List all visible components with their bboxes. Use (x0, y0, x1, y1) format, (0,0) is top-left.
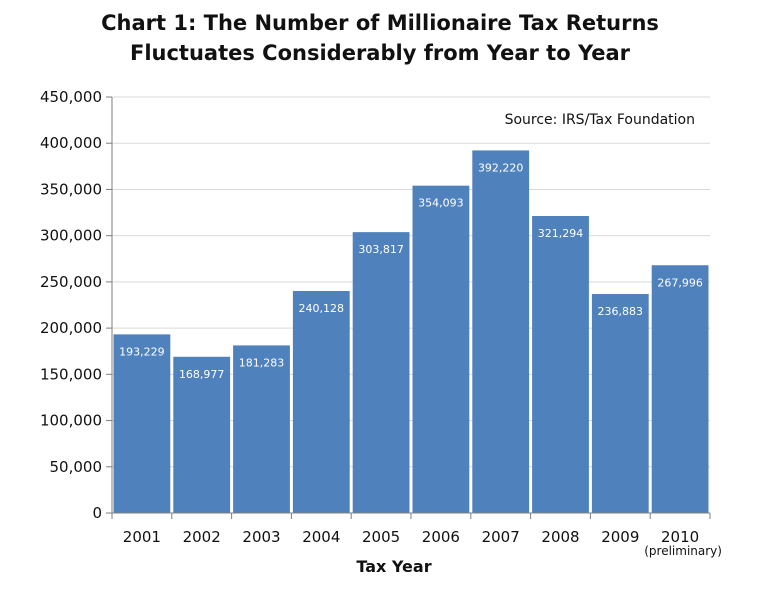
y-tick-label: 200,000 (40, 319, 102, 337)
bar-2004 (292, 291, 350, 513)
data-label-2008: 321,294 (538, 227, 584, 240)
x-tick-label-2003: 2003 (242, 528, 280, 546)
axes: 0 50,000 100,000 150,000 200,000 250,000 300,0… (40, 88, 722, 558)
data-label-2002: 168,977 (179, 368, 225, 381)
y-tick-label: 350,000 (40, 180, 102, 198)
x-tick-label-2010: 2010 (661, 528, 699, 546)
x-tick-label-2006: 2006 (422, 528, 460, 546)
x-tick-label-2005: 2005 (362, 528, 400, 546)
x-tick-note-2010: (preliminary) (644, 544, 722, 558)
data-label-2010: 267,996 (657, 276, 703, 289)
bar-2007 (472, 150, 530, 513)
chart-title: Chart 1: The Number of Millionaire Tax R… (0, 8, 760, 68)
data-label-2009: 236,883 (598, 305, 644, 318)
y-tick-label: 300,000 (40, 227, 102, 245)
bar-2009 (591, 294, 649, 513)
bar-2003 (233, 345, 290, 513)
bar-2008 (532, 215, 589, 513)
bar-2010 (651, 265, 709, 513)
bar-2001 (113, 334, 171, 513)
y-tick-label: 450,000 (40, 88, 102, 106)
x-tick-label-2008: 2008 (541, 528, 579, 546)
chart-title-line-2: Fluctuates Considerably from Year to Yea… (129, 41, 630, 65)
data-label-2007: 392,220 (478, 161, 524, 174)
y-tick-label: 0 (92, 504, 102, 522)
data-label-2006: 354,093 (418, 197, 464, 210)
x-tick-label-2009: 2009 (601, 528, 639, 546)
y-tick-label: 400,000 (40, 134, 102, 152)
chart-title-line-1: Chart 1: The Number of Millionaire Tax R… (101, 11, 659, 35)
y-tick-label: 100,000 (40, 412, 102, 430)
x-axis-title: Tax Year (356, 557, 431, 576)
data-label-2004: 240,128 (299, 302, 345, 315)
bar-2002 (173, 356, 231, 513)
bar-2006 (412, 185, 470, 513)
x-tick-label-2001: 2001 (123, 528, 161, 546)
data-label-2005: 303,817 (358, 243, 404, 256)
data-label-2003: 181,283 (239, 356, 285, 369)
bars: 193,229 168,977 181,283 240,128 303,817 354,0… (113, 150, 709, 513)
x-tick-label-2004: 2004 (302, 528, 340, 546)
data-label-2001: 193,229 (119, 345, 165, 358)
source-note: Source: IRS/Tax Foundation (505, 112, 695, 128)
y-tick-label: 250,000 (40, 273, 102, 291)
bar-2005 (352, 232, 410, 513)
x-tick-label-2002: 2002 (183, 528, 221, 546)
x-tick-label-2007: 2007 (482, 528, 520, 546)
y-tick-label: 150,000 (40, 365, 102, 383)
y-tick-label: 50,000 (50, 458, 103, 476)
